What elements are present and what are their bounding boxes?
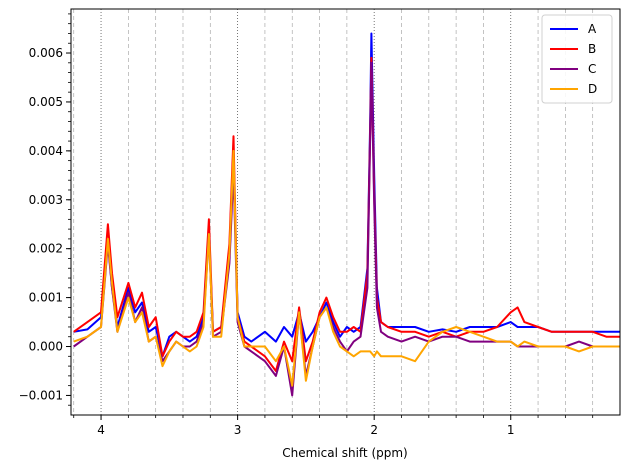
y-tick-label: 0.003 xyxy=(29,193,63,207)
y-tick-label: 0.000 xyxy=(29,340,63,354)
x-axis: 4 3 2 1 xyxy=(73,415,594,437)
legend-box xyxy=(541,14,613,104)
y-tick-label: 0.004 xyxy=(29,144,63,158)
legend-label: D xyxy=(588,82,597,96)
y-tick-label: 0.001 xyxy=(29,291,63,305)
series-layer xyxy=(73,32,620,397)
x-tick-label: 4 xyxy=(97,423,105,437)
series-line-B xyxy=(73,56,620,372)
y-axis: −0.001 0.000 0.001 0.002 0.003 0.004 0.005 0.00… xyxy=(19,13,71,406)
legend-label: B xyxy=(588,42,596,56)
x-tick-label: 2 xyxy=(370,423,378,437)
plot-area xyxy=(71,9,620,415)
x-tick-label: 1 xyxy=(507,423,515,437)
legend-label: C xyxy=(588,62,596,76)
y-tick-label: −0.001 xyxy=(19,388,63,402)
x-tick-label: 3 xyxy=(234,423,242,437)
y-tick-label: 0.002 xyxy=(29,242,63,256)
y-tick-label: 0.006 xyxy=(29,46,63,60)
legend-label: A xyxy=(588,22,597,36)
x-axis-title: Chemical shift (ppm) xyxy=(282,446,408,460)
y-tick-label: 0.005 xyxy=(29,95,63,109)
series-line-D xyxy=(73,149,620,387)
plot-frame xyxy=(70,8,621,416)
